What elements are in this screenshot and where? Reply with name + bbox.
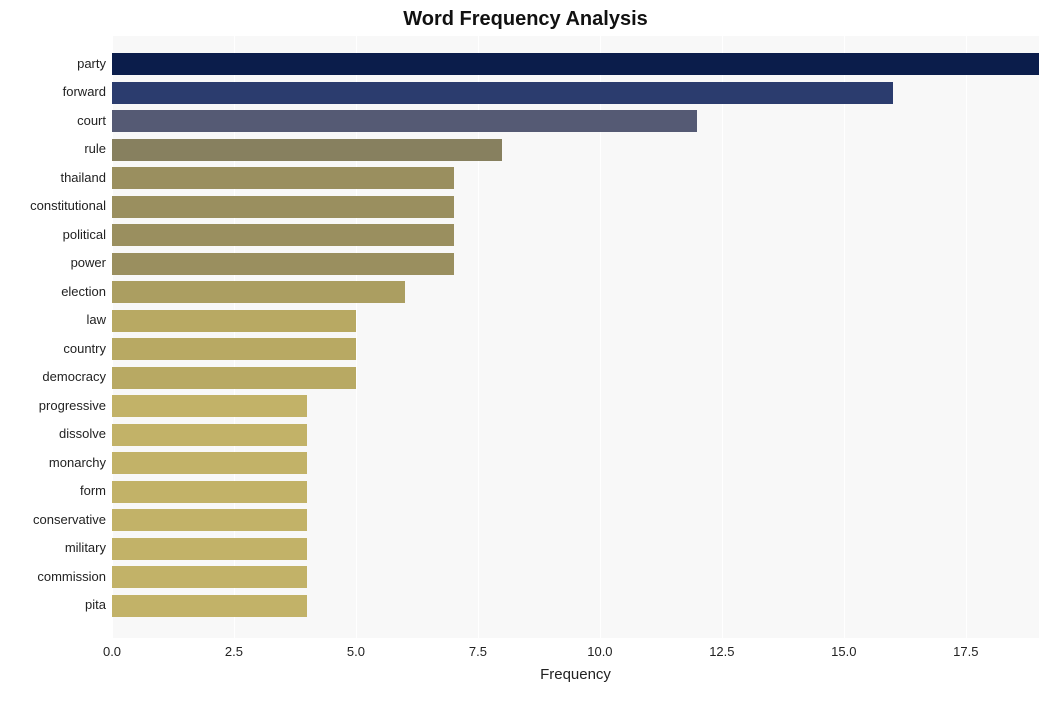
y-tick-label: election	[61, 284, 112, 301]
y-tick-label: conservative	[33, 512, 112, 529]
grid-line	[722, 36, 723, 638]
bar	[112, 224, 454, 246]
bar	[112, 196, 454, 218]
bar	[112, 53, 1039, 75]
grid-line	[966, 36, 967, 638]
bar	[112, 310, 356, 332]
bar	[112, 281, 405, 303]
bar	[112, 338, 356, 360]
x-tick-label: 7.5	[469, 638, 487, 659]
y-tick-label: democracy	[42, 369, 112, 386]
y-tick-label: military	[65, 540, 112, 557]
y-tick-label: court	[77, 113, 112, 130]
y-tick-label: dissolve	[59, 426, 112, 443]
x-tick-label: 5.0	[347, 638, 365, 659]
bar	[112, 82, 893, 104]
bar	[112, 452, 307, 474]
y-tick-label: monarchy	[49, 455, 112, 472]
bar	[112, 110, 697, 132]
bar	[112, 253, 454, 275]
y-tick-label: power	[71, 255, 112, 272]
y-tick-label: thailand	[60, 170, 112, 187]
plot-area: 0.02.55.07.510.012.515.017.5partyforward…	[112, 36, 1039, 638]
y-tick-label: commission	[37, 569, 112, 586]
y-tick-label: progressive	[39, 398, 112, 415]
chart-container: Word Frequency Analysis 0.02.55.07.510.0…	[0, 0, 1051, 701]
bar	[112, 481, 307, 503]
y-tick-label: form	[80, 483, 112, 500]
y-tick-label: party	[77, 56, 112, 73]
x-tick-label: 2.5	[225, 638, 243, 659]
bar	[112, 538, 307, 560]
bar	[112, 424, 307, 446]
y-tick-label: political	[63, 227, 112, 244]
x-axis-title: Frequency	[112, 666, 1039, 683]
y-tick-label: rule	[84, 141, 112, 158]
x-tick-label: 10.0	[587, 638, 612, 659]
bar	[112, 595, 307, 617]
x-tick-label: 17.5	[953, 638, 978, 659]
y-tick-label: country	[63, 341, 112, 358]
chart-title: Word Frequency Analysis	[0, 8, 1051, 31]
x-tick-label: 12.5	[709, 638, 734, 659]
grid-line	[844, 36, 845, 638]
bar	[112, 395, 307, 417]
y-tick-label: pita	[85, 597, 112, 614]
x-tick-label: 0.0	[103, 638, 121, 659]
bar	[112, 509, 307, 531]
y-tick-label: constitutional	[30, 198, 112, 215]
x-tick-label: 15.0	[831, 638, 856, 659]
y-tick-label: law	[86, 312, 112, 329]
bar	[112, 367, 356, 389]
bar	[112, 167, 454, 189]
bar	[112, 566, 307, 588]
y-tick-label: forward	[63, 84, 112, 101]
bar	[112, 139, 502, 161]
